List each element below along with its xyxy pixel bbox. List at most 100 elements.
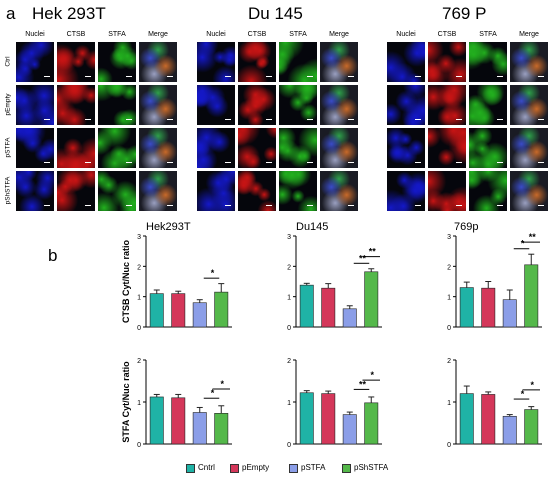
bar-pstfa bbox=[192, 302, 207, 328]
micrograph-tile bbox=[197, 128, 235, 168]
micrograph-tile bbox=[428, 171, 466, 211]
significance-mark: * bbox=[370, 370, 374, 380]
y-tick-label: 1 bbox=[447, 295, 451, 302]
scale-bar bbox=[225, 161, 231, 163]
micrograph-tile bbox=[57, 171, 95, 211]
micrograph-tile bbox=[469, 42, 507, 82]
y-tick-label: 3 bbox=[447, 234, 451, 241]
scale-bar bbox=[225, 118, 231, 120]
scale-bar bbox=[85, 75, 91, 77]
scale-bar bbox=[538, 118, 544, 120]
y-tick-label: 0 bbox=[287, 442, 291, 449]
micrograph-tile bbox=[469, 128, 507, 168]
micrograph-tile bbox=[320, 85, 358, 125]
scale-bar bbox=[415, 161, 421, 163]
micrograph-tile bbox=[197, 42, 235, 82]
scale-bar bbox=[307, 204, 313, 206]
chart-title-du145: Du145 bbox=[296, 221, 329, 233]
micrograph-tile bbox=[238, 171, 276, 211]
micrograph-tile bbox=[98, 42, 136, 82]
column-header-merge: Merge bbox=[519, 31, 539, 38]
micrograph-tile bbox=[139, 128, 177, 168]
legend-swatch bbox=[342, 464, 351, 473]
scale-bar bbox=[225, 75, 231, 77]
scale-bar bbox=[266, 118, 272, 120]
micrograph-tile bbox=[57, 128, 95, 168]
column-header-ctsb: CTSB bbox=[247, 31, 267, 38]
scale-bar bbox=[348, 161, 354, 163]
scale-bar bbox=[266, 161, 272, 163]
y-axis-label: STFA Cyt/Nuc ratio bbox=[121, 361, 131, 443]
micrograph-tile bbox=[139, 171, 177, 211]
y-tick-label: 2 bbox=[447, 264, 451, 271]
significance-mark: * bbox=[211, 268, 215, 278]
scale-bar bbox=[538, 75, 544, 77]
scale-bar bbox=[348, 204, 354, 206]
scale-bar bbox=[266, 204, 272, 206]
bar-cntrl bbox=[459, 287, 474, 328]
column-header-merge: Merge bbox=[148, 31, 168, 38]
column-header-nuclei: Nuclei bbox=[396, 31, 416, 38]
scale-bar bbox=[307, 118, 313, 120]
hek-title: Hek 293T bbox=[32, 4, 106, 23]
y-tick-label: 2 bbox=[447, 358, 451, 365]
micrograph-tile bbox=[320, 42, 358, 82]
bar-pstfa bbox=[192, 412, 207, 445]
micrograph-tile bbox=[428, 85, 466, 125]
scale-bar bbox=[456, 118, 462, 120]
column-header-ctsb: CTSB bbox=[66, 31, 86, 38]
legend-swatch bbox=[186, 464, 195, 473]
scale-bar bbox=[307, 75, 313, 77]
micrograph-tile bbox=[279, 171, 317, 211]
micrograph-tile bbox=[16, 85, 54, 125]
micrograph-tile bbox=[238, 42, 276, 82]
y-tick-label: 2 bbox=[287, 358, 291, 365]
scale-bar bbox=[167, 118, 173, 120]
bar-pempty bbox=[321, 287, 336, 328]
scale-bar bbox=[497, 161, 503, 163]
y-axis-label: CTSB Cyt/Nuc ratio bbox=[121, 239, 131, 323]
significance-mark: * bbox=[521, 239, 525, 249]
y-tick-label: 2 bbox=[137, 358, 141, 365]
bar-pshstfa bbox=[364, 271, 379, 328]
scale-bar bbox=[415, 75, 421, 77]
micrograph-tile bbox=[320, 171, 358, 211]
scale-bar bbox=[348, 75, 354, 77]
bar-pempty bbox=[481, 287, 496, 328]
micrograph-tile bbox=[279, 85, 317, 125]
chart-title-769p: 769p bbox=[454, 221, 479, 233]
micrograph-tile bbox=[469, 85, 507, 125]
y-tick-label: 0 bbox=[287, 325, 291, 332]
scale-bar bbox=[126, 204, 132, 206]
scale-bar bbox=[266, 75, 272, 77]
y-tick-label: 0 bbox=[447, 442, 451, 449]
y-tick-label: 1 bbox=[447, 400, 451, 407]
significance-mark: * bbox=[211, 388, 215, 398]
bar-cntrl bbox=[149, 293, 164, 328]
micrograph-tile bbox=[387, 85, 425, 125]
scale-bar bbox=[538, 204, 544, 206]
significance-mark: ** bbox=[359, 253, 367, 263]
y-tick-label: 3 bbox=[287, 234, 291, 241]
panel-a-letter: a bbox=[6, 4, 16, 23]
micrograph-tile bbox=[510, 171, 548, 211]
micrograph-tile bbox=[320, 128, 358, 168]
column-header-stfa: STFA bbox=[108, 31, 126, 38]
scale-bar bbox=[497, 204, 503, 206]
column-header-stfa: STFA bbox=[479, 31, 497, 38]
scale-bar bbox=[497, 75, 503, 77]
bar-pstfa bbox=[342, 414, 357, 445]
micrograph-tile bbox=[16, 42, 54, 82]
micrograph-tile bbox=[238, 85, 276, 125]
significance-mark: ** bbox=[359, 379, 367, 389]
significance-mark: * bbox=[220, 379, 224, 389]
769p-title: 769 P bbox=[442, 4, 487, 23]
scale-bar bbox=[497, 118, 503, 120]
column-header-ctsb: CTSB bbox=[437, 31, 457, 38]
legend-label: Cntrl bbox=[198, 463, 215, 472]
scale-bar bbox=[85, 118, 91, 120]
micrograph-tile bbox=[387, 171, 425, 211]
micrograph-tile bbox=[98, 85, 136, 125]
micrograph-tile bbox=[428, 42, 466, 82]
scale-bar bbox=[44, 161, 50, 163]
